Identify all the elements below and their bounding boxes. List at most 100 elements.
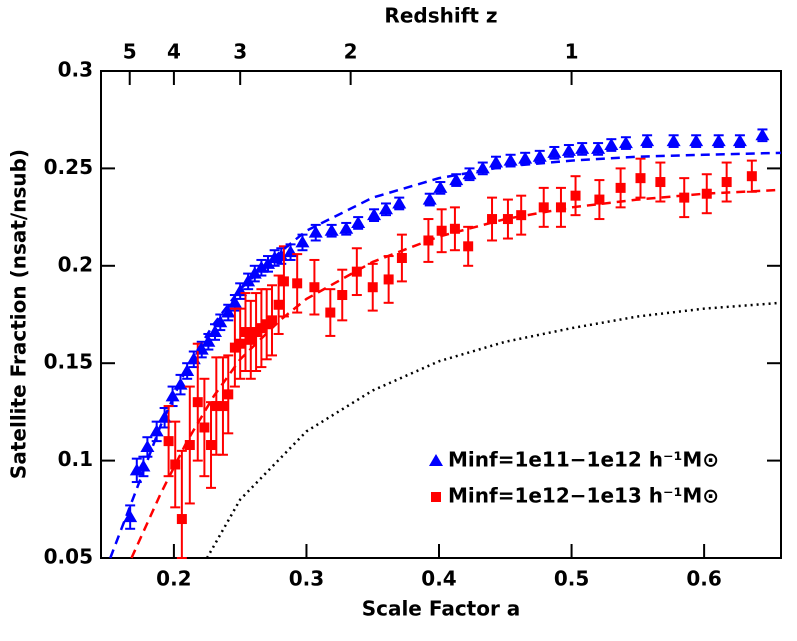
data-point — [594, 194, 605, 205]
x2-tick-label: 3 — [233, 40, 247, 64]
data-point — [170, 459, 181, 470]
fit-line — [205, 301, 782, 559]
data-point — [755, 128, 770, 141]
data-point — [689, 134, 704, 147]
data-point — [532, 149, 547, 162]
data-point — [518, 151, 533, 164]
x-tick-label: 0.2 — [156, 567, 191, 591]
data-point — [184, 440, 195, 451]
data-point — [339, 221, 354, 234]
data-point — [396, 253, 407, 264]
data-point — [392, 196, 407, 209]
y-tick-label: 0.1 — [58, 447, 93, 471]
data-point — [140, 439, 155, 452]
data-point — [635, 173, 646, 184]
data-point — [655, 177, 666, 188]
data-point — [254, 260, 269, 273]
data-point — [489, 155, 504, 168]
data-point — [256, 323, 267, 334]
x2-tick-label: 4 — [167, 40, 181, 64]
x-tick-label: 0.5 — [554, 567, 589, 591]
data-point — [746, 171, 757, 182]
data-point — [561, 143, 576, 156]
data-point — [273, 299, 284, 310]
data-point — [502, 214, 513, 225]
data-point — [378, 202, 393, 215]
data-point — [207, 325, 222, 338]
data-point — [666, 134, 681, 147]
data-point — [711, 134, 726, 147]
data-point — [240, 327, 251, 338]
x-axis-label: Scale Factor a — [362, 597, 521, 621]
data-point — [201, 334, 216, 347]
x2-tick-label: 2 — [344, 40, 358, 64]
y-tick-label: 0.05 — [44, 545, 93, 569]
data-point — [278, 276, 289, 287]
fit-line — [130, 188, 782, 559]
data-point — [165, 389, 180, 402]
data-point — [615, 182, 626, 193]
x2-tick-label: 5 — [123, 40, 137, 64]
legend-label: Minf=1e12−1e13 h⁻¹M⊙ — [448, 484, 719, 508]
data-point — [538, 202, 549, 213]
data-point — [449, 223, 460, 234]
data-point — [217, 401, 228, 412]
legend-marker — [429, 454, 443, 466]
data-point — [351, 266, 362, 277]
x2-tick-label: 1 — [565, 40, 579, 64]
legend-label: Minf=1e11−1e12 h⁻¹M⊙ — [448, 448, 719, 472]
data-point — [229, 342, 240, 353]
x2-axis-label: Redshift z — [384, 4, 497, 28]
data-point — [618, 136, 633, 149]
data-point — [123, 510, 138, 523]
data-point — [503, 153, 518, 166]
fit-line — [109, 151, 782, 559]
data-point — [463, 241, 474, 252]
data-point — [547, 145, 562, 158]
data-point — [251, 327, 262, 338]
data-point — [149, 424, 164, 437]
data-point — [351, 215, 366, 228]
data-point — [436, 225, 447, 236]
data-point — [433, 180, 448, 193]
data-point — [266, 315, 277, 326]
data-point — [292, 278, 303, 289]
data-point — [679, 192, 690, 203]
data-point — [324, 223, 339, 236]
x-tick-label: 0.6 — [686, 567, 721, 591]
y-tick-label: 0.25 — [44, 155, 93, 179]
data-point — [206, 440, 217, 451]
data-point — [309, 282, 320, 293]
data-point — [732, 134, 747, 147]
data-point — [235, 338, 246, 349]
legend-marker — [431, 492, 441, 502]
data-point — [604, 138, 619, 151]
data-point — [136, 459, 151, 472]
data-point — [575, 141, 590, 154]
data-point — [570, 190, 581, 201]
data-point — [199, 422, 210, 433]
data-point — [721, 177, 732, 188]
y-tick-label: 0.2 — [58, 252, 93, 276]
x-tick-label: 0.4 — [421, 567, 456, 591]
data-point — [422, 192, 437, 205]
data-point — [245, 334, 256, 345]
data-point — [213, 315, 228, 328]
data-point — [325, 307, 336, 318]
data-point — [367, 208, 382, 221]
data-point — [383, 274, 394, 285]
data-point — [211, 401, 222, 412]
data-point — [367, 282, 378, 293]
data-point — [129, 463, 144, 476]
data-point — [261, 319, 272, 330]
data-point — [487, 214, 498, 225]
data-point — [227, 295, 242, 308]
data-point — [223, 389, 234, 400]
data-point — [640, 134, 655, 147]
plot-frame — [100, 70, 782, 559]
data-point — [308, 225, 323, 238]
data-point — [295, 235, 310, 248]
data-point — [221, 305, 236, 318]
y-tick-label: 0.3 — [58, 58, 93, 82]
